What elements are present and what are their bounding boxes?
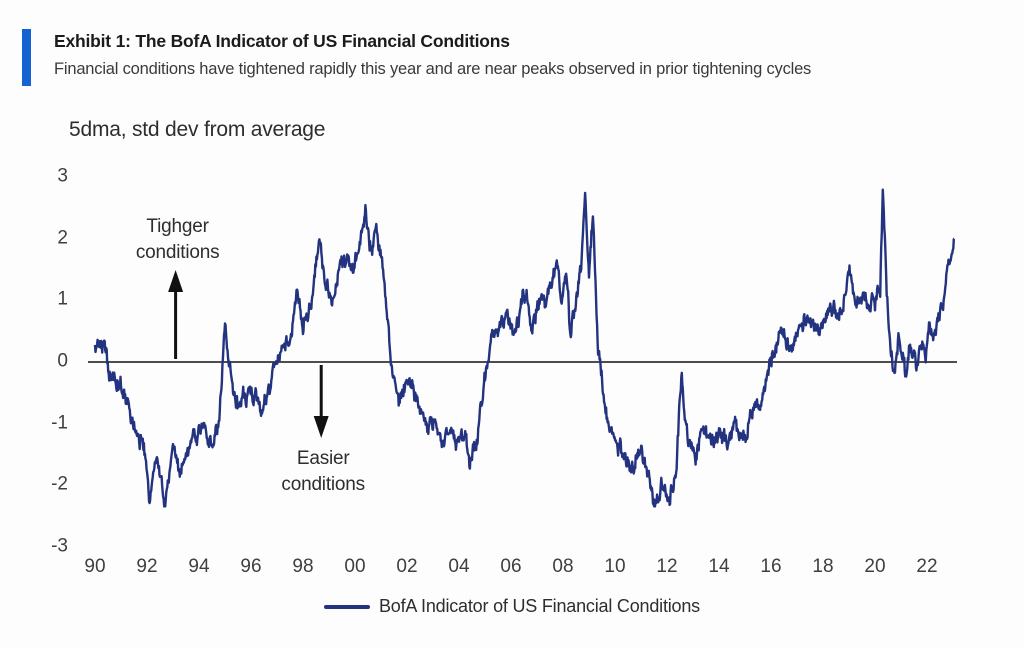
annotation-line: Tighger: [146, 216, 209, 237]
x-tick-label: 20: [864, 556, 886, 577]
legend-line-swatch: [324, 604, 370, 609]
annotation-line: Easier: [296, 448, 350, 469]
x-tick-label: 18: [812, 556, 834, 577]
y-tick-label: 1: [57, 288, 68, 310]
y-tick-label: -3: [51, 535, 68, 557]
x-tick-label: 16: [760, 556, 782, 577]
exhibit-accent-bar: [22, 29, 31, 86]
x-tick-label: 02: [396, 556, 418, 577]
x-tick-label: 00: [344, 556, 366, 577]
annotation-line: conditions: [281, 474, 365, 496]
y-axis-unit-label: 5dma, std dev from average: [69, 118, 326, 141]
x-tick-label: 08: [552, 556, 574, 577]
x-tick-label: 92: [136, 556, 158, 577]
tighter-conditions-arrow-head: [168, 270, 184, 292]
x-tick-label: 12: [656, 556, 678, 577]
exhibit-header: Exhibit 1: The BofA Indicator of US Fina…: [22, 29, 811, 86]
x-tick-label: 96: [240, 556, 262, 577]
y-tick-label: 0: [57, 350, 68, 372]
y-tick-label: 3: [57, 165, 68, 187]
exhibit-header-text: Exhibit 1: The BofA Indicator of US Fina…: [54, 29, 811, 86]
annotation-easier-conditions: Easier conditions: [228, 446, 418, 498]
chart-legend: BofA Indicator of US Financial Condition…: [0, 596, 1024, 617]
x-tick-label: 90: [84, 556, 106, 577]
x-tick-label: 98: [292, 556, 314, 577]
y-tick-label: -2: [51, 473, 68, 495]
exhibit-subtitle: Financial conditions have tightened rapi…: [54, 60, 812, 78]
x-tick-label: 14: [708, 556, 730, 577]
annotation-tighter-conditions: Tighger conditions: [83, 214, 273, 266]
x-tick-label: 22: [916, 556, 938, 577]
exhibit-title: Exhibit 1: The BofA Indicator of US Fina…: [54, 31, 510, 51]
x-tick-label: 06: [500, 556, 522, 577]
annotation-line: conditions: [135, 242, 220, 264]
y-tick-label: 2: [57, 227, 68, 249]
easier-conditions-arrow-head: [313, 416, 329, 438]
x-tick-label: 10: [604, 556, 626, 577]
x-tick-label: 94: [188, 556, 210, 577]
legend-label: BofA Indicator of US Financial Condition…: [379, 596, 700, 616]
x-tick-label: 04: [448, 556, 470, 577]
y-tick-label: -1: [51, 412, 68, 434]
financial-conditions-line: [93, 188, 956, 508]
